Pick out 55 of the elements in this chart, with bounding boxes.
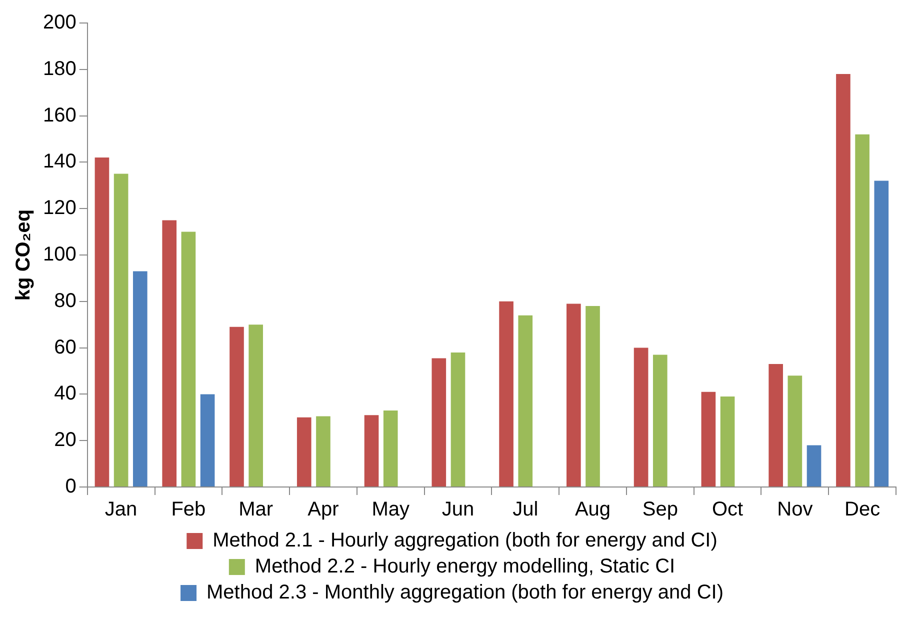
bar — [383, 410, 398, 486]
bar — [114, 174, 128, 486]
x-tick-label: Jun — [442, 498, 474, 521]
bar — [768, 364, 783, 486]
bar — [720, 396, 735, 486]
bar — [836, 74, 850, 486]
bar — [248, 324, 263, 486]
y-tick-label: 200 — [42, 12, 76, 34]
y-tick-label: 60 — [54, 336, 76, 358]
bar — [364, 415, 379, 486]
x-tick-label: Apr — [308, 498, 340, 521]
y-tick-label: 20 — [54, 429, 76, 452]
bar — [586, 306, 600, 486]
y-tick-label: 120 — [42, 197, 76, 220]
x-tick-label: Jul — [512, 498, 538, 521]
bar — [296, 417, 312, 486]
y-tick-label: 100 — [42, 244, 76, 266]
bar — [874, 180, 889, 486]
bar — [518, 315, 533, 486]
y-tick-label: 160 — [42, 104, 76, 126]
bar — [499, 301, 514, 486]
y-axis-title: kg CO₂eq — [12, 209, 35, 301]
bar — [432, 358, 446, 486]
bar — [94, 158, 110, 486]
bar — [200, 394, 215, 486]
x-tick-label: Aug — [574, 498, 611, 521]
y-tick-label: 80 — [54, 290, 76, 312]
bar — [132, 271, 148, 486]
x-tick-label: Dec — [844, 498, 880, 521]
x-tick-label: Mar — [238, 498, 274, 521]
y-tick-label: 40 — [54, 382, 76, 405]
legend-label: Method 2.3 - Monthly aggregation (both for energy and CI) — [206, 582, 724, 604]
x-tick-label: Jan — [104, 498, 138, 521]
bar — [230, 326, 244, 486]
x-tick-label: Nov — [777, 498, 813, 521]
y-tick-label: 140 — [42, 150, 76, 173]
bar — [701, 392, 716, 486]
bar — [181, 232, 196, 486]
bar — [316, 416, 330, 486]
bar — [855, 134, 870, 486]
bar — [652, 354, 668, 486]
x-tick-label: Feb — [171, 498, 206, 521]
legend-label: Method 2.2 - Hourly energy modelling, Static CI — [254, 556, 676, 578]
x-tick-label: Oct — [712, 498, 744, 521]
bar — [634, 348, 648, 486]
y-tick-label: 180 — [42, 58, 76, 80]
bar — [806, 445, 822, 486]
y-tick-label: 0 — [65, 476, 76, 498]
bar — [788, 376, 802, 486]
x-tick-label: May — [372, 498, 410, 521]
bar — [566, 304, 581, 486]
x-tick-label: Sep — [642, 498, 678, 521]
bar — [450, 352, 466, 486]
legend-label: Method 2.1 - Hourly aggregation (both for energy and CI) — [212, 530, 718, 552]
bar — [162, 220, 177, 486]
